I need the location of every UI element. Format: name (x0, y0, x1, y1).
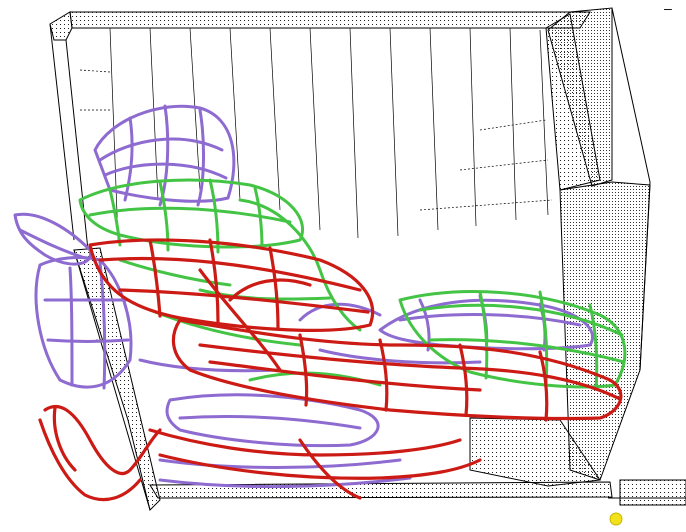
back-wall-grid (79, 27, 553, 341)
door-panel (619, 479, 686, 506)
sphere-marker-icon[interactable] (609, 512, 623, 526)
right-lower-panel (559, 181, 651, 481)
right-inner-panel (545, 13, 601, 191)
left-lower-panel (73, 247, 161, 511)
left-wall-panel (49, 11, 73, 41)
corner-mark: – (664, 2, 672, 17)
top-panel (69, 11, 591, 29)
red-wireframe (38, 238, 623, 502)
room-wireframe (49, 7, 686, 511)
